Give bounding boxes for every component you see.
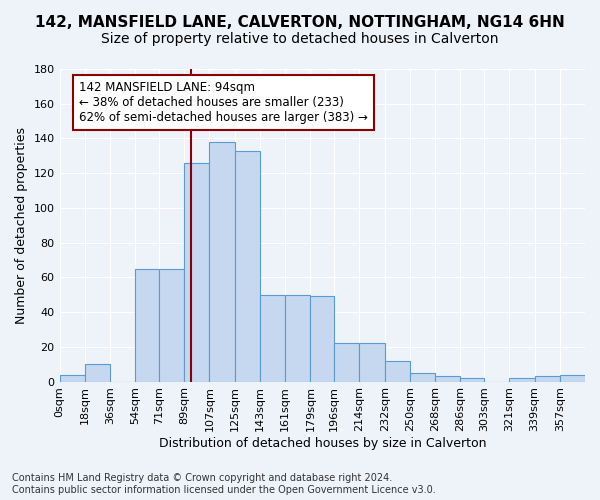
Bar — [184, 163, 209, 382]
X-axis label: Distribution of detached houses by size in Calverton: Distribution of detached houses by size … — [158, 437, 486, 450]
Bar — [460, 378, 484, 382]
Text: Size of property relative to detached houses in Calverton: Size of property relative to detached ho… — [101, 32, 499, 46]
Bar — [135, 268, 159, 382]
Bar — [260, 295, 285, 382]
Bar — [535, 376, 560, 382]
Y-axis label: Number of detached properties: Number of detached properties — [15, 127, 28, 324]
Bar — [85, 364, 110, 382]
Bar — [285, 295, 310, 382]
Bar — [435, 376, 460, 382]
Bar — [359, 344, 385, 382]
Text: 142, MANSFIELD LANE, CALVERTON, NOTTINGHAM, NG14 6HN: 142, MANSFIELD LANE, CALVERTON, NOTTINGH… — [35, 15, 565, 30]
Bar — [334, 344, 359, 382]
Bar — [310, 296, 334, 382]
Text: 142 MANSFIELD LANE: 94sqm
← 38% of detached houses are smaller (233)
62% of semi: 142 MANSFIELD LANE: 94sqm ← 38% of detac… — [79, 81, 368, 124]
Bar — [159, 268, 184, 382]
Bar — [410, 373, 435, 382]
Bar — [509, 378, 535, 382]
Bar — [59, 374, 85, 382]
Bar — [560, 374, 585, 382]
Text: Contains HM Land Registry data © Crown copyright and database right 2024.
Contai: Contains HM Land Registry data © Crown c… — [12, 474, 436, 495]
Bar — [385, 360, 410, 382]
Bar — [235, 150, 260, 382]
Bar — [209, 142, 235, 382]
